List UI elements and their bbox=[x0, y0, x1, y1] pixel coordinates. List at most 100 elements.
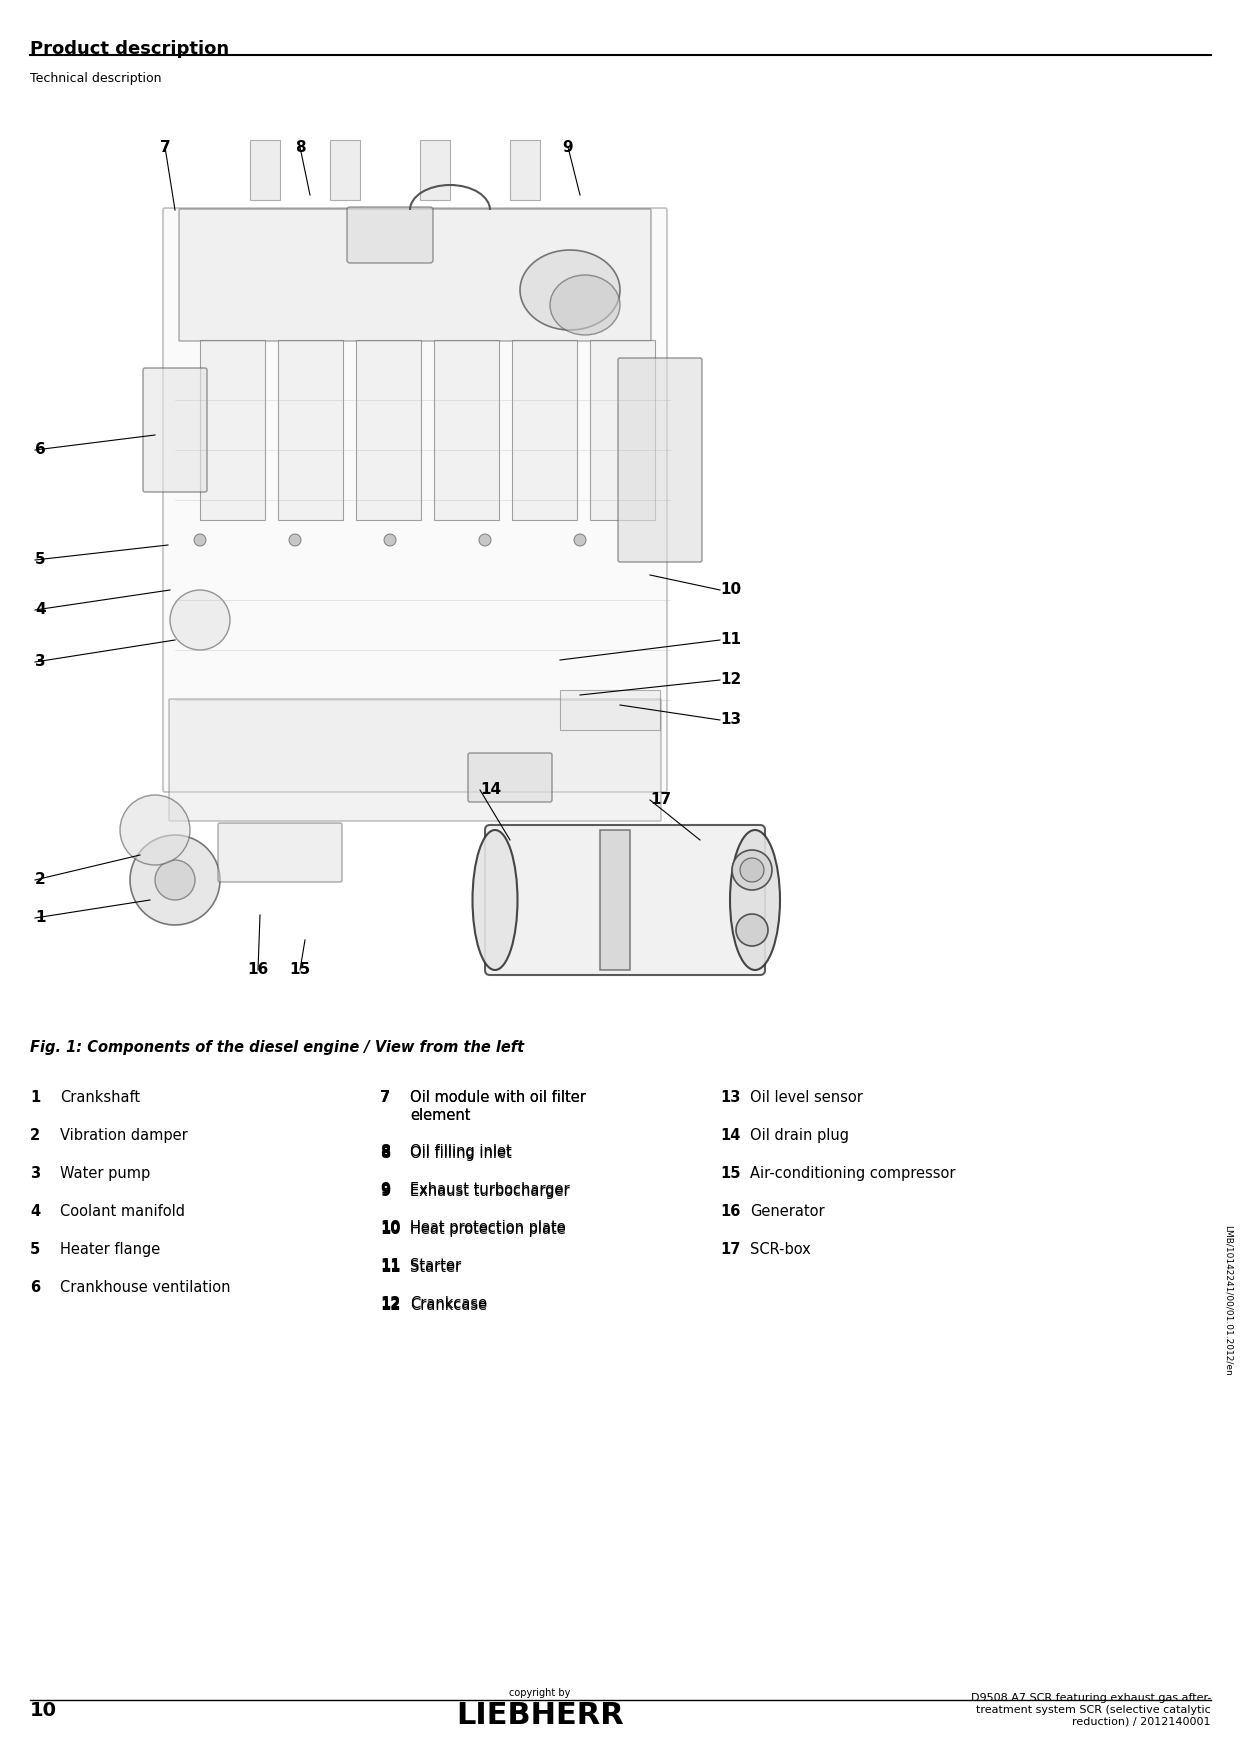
Ellipse shape bbox=[473, 830, 517, 970]
Text: 10: 10 bbox=[380, 1221, 401, 1235]
Circle shape bbox=[289, 533, 302, 545]
Text: Crankcase: Crankcase bbox=[410, 1296, 488, 1310]
Text: 8: 8 bbox=[380, 1145, 390, 1161]
Ellipse shape bbox=[520, 251, 620, 330]
Text: 15: 15 bbox=[720, 1166, 741, 1180]
Text: 11: 11 bbox=[380, 1259, 401, 1275]
Text: Water pump: Water pump bbox=[60, 1166, 150, 1180]
Text: 4: 4 bbox=[35, 603, 46, 617]
Text: 5: 5 bbox=[35, 553, 46, 568]
FancyBboxPatch shape bbox=[468, 752, 552, 802]
Text: 7: 7 bbox=[380, 1089, 390, 1105]
Text: element: element bbox=[410, 1109, 470, 1123]
Text: Heat protection plate: Heat protection plate bbox=[410, 1221, 566, 1235]
FancyBboxPatch shape bbox=[618, 358, 702, 561]
Circle shape bbox=[740, 858, 764, 882]
Text: 10: 10 bbox=[380, 1223, 401, 1237]
Text: 17: 17 bbox=[720, 1242, 741, 1258]
Text: Crankshaft: Crankshaft bbox=[60, 1089, 140, 1105]
FancyBboxPatch shape bbox=[485, 824, 764, 975]
Text: 9: 9 bbox=[562, 140, 573, 154]
Text: 5: 5 bbox=[30, 1242, 40, 1258]
Circle shape bbox=[170, 589, 230, 651]
FancyBboxPatch shape bbox=[143, 368, 207, 493]
Bar bbox=[434, 340, 499, 519]
Bar bbox=[330, 140, 360, 200]
Circle shape bbox=[120, 795, 190, 865]
Text: 3: 3 bbox=[35, 654, 46, 670]
Text: 8: 8 bbox=[380, 1144, 390, 1159]
Text: 2: 2 bbox=[30, 1128, 40, 1144]
Text: 14: 14 bbox=[720, 1128, 741, 1144]
Text: Heater flange: Heater flange bbox=[60, 1242, 160, 1258]
Bar bbox=[589, 340, 655, 519]
Text: 11: 11 bbox=[720, 633, 741, 647]
Text: 9: 9 bbox=[380, 1184, 390, 1200]
Text: 6: 6 bbox=[30, 1280, 40, 1294]
Text: Exhaust turbocharger: Exhaust turbocharger bbox=[410, 1182, 570, 1196]
Text: 15: 15 bbox=[289, 963, 310, 977]
Circle shape bbox=[479, 533, 491, 545]
Bar bbox=[599, 830, 630, 970]
Circle shape bbox=[736, 914, 768, 945]
Text: Oil filling inlet: Oil filling inlet bbox=[410, 1145, 511, 1161]
Bar bbox=[356, 340, 421, 519]
Bar bbox=[560, 689, 660, 730]
Text: 11: 11 bbox=[380, 1258, 401, 1273]
Text: copyright by: copyright by bbox=[509, 1687, 571, 1698]
Text: 12: 12 bbox=[380, 1296, 401, 1310]
Text: SCR-box: SCR-box bbox=[750, 1242, 810, 1258]
Bar bbox=[419, 140, 450, 200]
FancyBboxPatch shape bbox=[179, 209, 652, 340]
Text: 4: 4 bbox=[30, 1203, 40, 1219]
Circle shape bbox=[732, 851, 772, 889]
Text: 13: 13 bbox=[720, 712, 741, 728]
Text: 6: 6 bbox=[35, 442, 46, 458]
Circle shape bbox=[575, 533, 586, 545]
Bar bbox=[249, 140, 280, 200]
Text: 16: 16 bbox=[720, 1203, 741, 1219]
Text: Fig. 1: Components of the diesel engine / View from the left: Fig. 1: Components of the diesel engine … bbox=[30, 1040, 524, 1054]
Ellipse shape bbox=[550, 275, 620, 335]
Text: 8: 8 bbox=[294, 140, 305, 154]
Bar bbox=[513, 340, 577, 519]
Text: 7: 7 bbox=[380, 1089, 390, 1105]
Text: 14: 14 bbox=[480, 782, 501, 798]
Text: Coolant manifold: Coolant manifold bbox=[60, 1203, 185, 1219]
Text: 1: 1 bbox=[35, 910, 46, 926]
Bar bbox=[510, 140, 540, 200]
Text: Air-conditioning compressor: Air-conditioning compressor bbox=[750, 1166, 956, 1180]
Text: Heat protection plate: Heat protection plate bbox=[410, 1223, 566, 1237]
FancyBboxPatch shape bbox=[163, 209, 666, 793]
Text: Oil drain plug: Oil drain plug bbox=[750, 1128, 849, 1144]
Bar bbox=[200, 340, 266, 519]
Circle shape bbox=[130, 835, 220, 924]
Ellipse shape bbox=[730, 830, 781, 970]
Text: Crankhouse ventilation: Crankhouse ventilation bbox=[60, 1280, 231, 1294]
Text: Exhaust turbocharger: Exhaust turbocharger bbox=[410, 1184, 570, 1200]
Text: Generator: Generator bbox=[750, 1203, 824, 1219]
Text: 1: 1 bbox=[30, 1089, 40, 1105]
Text: Starter: Starter bbox=[410, 1259, 462, 1275]
Text: Crankcase: Crankcase bbox=[410, 1298, 488, 1314]
Text: Starter: Starter bbox=[410, 1258, 462, 1273]
Text: 16: 16 bbox=[247, 963, 268, 977]
FancyBboxPatch shape bbox=[169, 700, 661, 821]
Text: Oil filling inlet: Oil filling inlet bbox=[410, 1144, 511, 1159]
Circle shape bbox=[383, 533, 396, 545]
FancyBboxPatch shape bbox=[218, 823, 343, 882]
Bar bbox=[278, 340, 343, 519]
Text: Oil module with oil filter: Oil module with oil filter bbox=[410, 1089, 586, 1105]
FancyBboxPatch shape bbox=[347, 207, 433, 263]
Text: 13: 13 bbox=[720, 1089, 741, 1105]
Text: D9508 A7 SCR featuring exhaust gas after-
treatment system SCR (selective cataly: D9508 A7 SCR featuring exhaust gas after… bbox=[970, 1693, 1211, 1726]
Text: Product description: Product description bbox=[30, 40, 230, 58]
Text: 10: 10 bbox=[30, 1700, 57, 1719]
Text: LMB/10142241/00/01.01.2012/en: LMB/10142241/00/01.01.2012/en bbox=[1224, 1224, 1232, 1375]
Text: Oil level sensor: Oil level sensor bbox=[750, 1089, 862, 1105]
Circle shape bbox=[194, 533, 206, 545]
Text: Technical description: Technical description bbox=[30, 72, 161, 84]
Circle shape bbox=[155, 859, 195, 900]
Text: 2: 2 bbox=[35, 872, 46, 888]
Text: 12: 12 bbox=[380, 1298, 401, 1314]
